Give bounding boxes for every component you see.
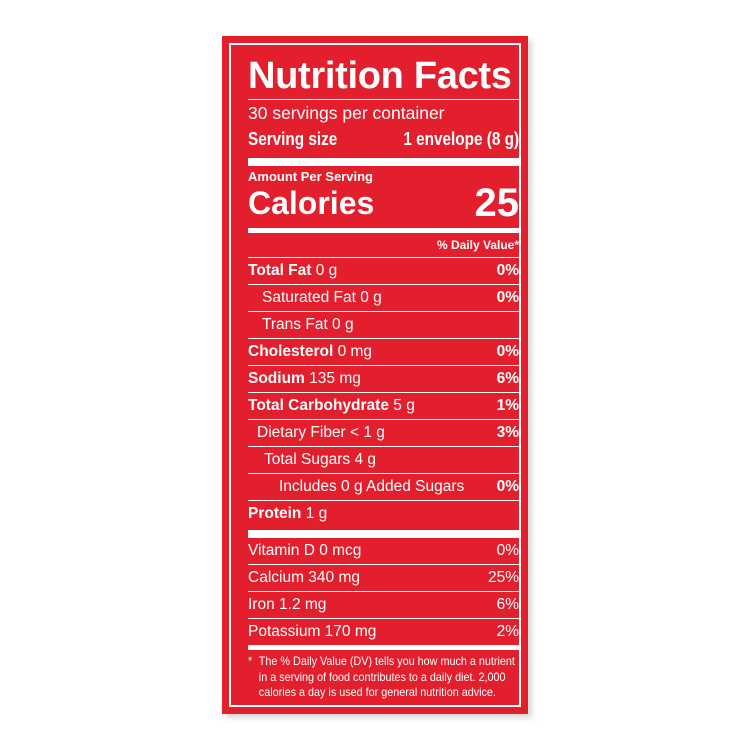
servings-per-container: 30 servings per container (248, 103, 445, 123)
nutrient-dv: 1% (496, 397, 519, 414)
nutrient-name: Total Fat (248, 262, 312, 279)
vitamin-name: Potassium 170 mg (248, 623, 377, 640)
daily-value-header: % Daily Value* (436, 238, 519, 252)
nutrient-name: Dietary Fiber < 1 g (257, 424, 385, 441)
vitamin-dv: 6% (496, 596, 519, 613)
label-border: Nutrition Facts 30 servings per containe… (229, 43, 521, 707)
divider (248, 99, 519, 100)
label-title: Nutrition Facts (248, 55, 512, 97)
nutrient-name: Total Sugars 4 g (264, 451, 377, 468)
nutrient-name: Saturated Fat 0 g (262, 289, 382, 306)
footnote: * The % Daily Value (DV) tells you how m… (248, 650, 518, 701)
nutrient-amount: 0 mg (337, 343, 373, 360)
nutrient-dv: 0% (496, 343, 519, 360)
nutrient-row-total-carbohydrate: Total Carbohydrate 5 g 1% (248, 393, 519, 420)
nutrient-name: Cholesterol (248, 343, 334, 360)
serving-size-value: 1 envelope (8 g) (403, 129, 519, 149)
vitamin-row-calcium: Calcium 340 mg 25% (248, 565, 519, 592)
vitamin-dv: 0% (496, 542, 519, 559)
nutrient-row-cholesterol: Cholesterol 0 mg 0% (248, 339, 519, 366)
nutrient-name: Includes 0 g Added Sugars (279, 478, 465, 495)
vitamin-dv: 25% (487, 569, 519, 586)
amount-per-serving: Amount Per Serving (248, 169, 373, 184)
nutrient-dv: 0% (496, 289, 519, 306)
footnote-star: * (248, 654, 253, 668)
vitamin-row-iron: Iron 1.2 mg 6% (248, 592, 519, 619)
footnote-text: The % Daily Value (DV) tells you how muc… (258, 654, 515, 699)
calories-row: Calories 25 (248, 181, 520, 228)
medium-divider (248, 645, 519, 650)
nutrient-name: Sodium (248, 370, 305, 387)
nutrient-name: Trans Fat 0 g (262, 316, 354, 333)
nutrient-row-total-fat: Total Fat 0 g 0% (248, 258, 519, 285)
nutrient-dv: 6% (496, 370, 519, 387)
nutrient-name: Protein (248, 505, 302, 522)
nutrient-amount: 0 g (315, 262, 338, 279)
calories-value: 25 (474, 181, 520, 225)
vitamin-list: Vitamin D 0 mcg 0% Calcium 340 mg 25% Iron… (248, 538, 519, 645)
nutrient-amount: 1 g (305, 505, 328, 522)
nutrient-dv: 0% (496, 478, 519, 495)
vitamin-name: Vitamin D 0 mcg (248, 542, 362, 559)
nutrient-row-trans-fat: Trans Fat 0 g (248, 312, 519, 339)
nutrient-amount: 5 g (393, 397, 415, 414)
nutrient-row-saturated-fat: Saturated Fat 0 g 0% (248, 285, 519, 312)
serving-size-row: Serving size 1 envelope (8 g) (248, 126, 519, 152)
nutrient-row-dietary-fiber: Dietary Fiber < 1 g 3% (248, 420, 519, 447)
nutrient-name: Total Carbohydrate (248, 397, 389, 414)
nutrient-amount: 135 mg (309, 370, 361, 387)
divider (248, 257, 519, 258)
nutrient-row-total-sugars: Total Sugars 4 g (248, 447, 519, 474)
nutrient-dv: 0% (496, 262, 519, 279)
vitamin-name: Calcium 340 mg (248, 569, 360, 586)
thick-divider (248, 158, 519, 166)
label-content: Nutrition Facts 30 servings per containe… (248, 45, 519, 701)
vitamin-row-vitamin-d: Vitamin D 0 mcg 0% (248, 538, 519, 565)
nutrient-row-protein: Protein 1 g (248, 501, 519, 527)
vitamin-row-potassium: Potassium 170 mg 2% (248, 619, 519, 645)
nutrient-row-sodium: Sodium 135 mg 6% (248, 366, 519, 393)
medium-divider (248, 228, 519, 233)
serving-size-label: Serving size (248, 129, 338, 149)
vitamin-name: Iron 1.2 mg (248, 596, 327, 613)
thick-divider (248, 530, 519, 538)
nutrient-list: Total Fat 0 g 0% Saturated Fat 0 g 0% Tran… (248, 258, 519, 527)
nutrient-dv: 3% (496, 424, 519, 441)
vitamin-dv: 2% (496, 623, 519, 640)
nutrition-facts-label: Nutrition Facts 30 servings per containe… (222, 36, 528, 714)
nutrient-row-added-sugars: Includes 0 g Added Sugars 0% (248, 474, 519, 501)
calories-label: Calories (248, 185, 375, 221)
